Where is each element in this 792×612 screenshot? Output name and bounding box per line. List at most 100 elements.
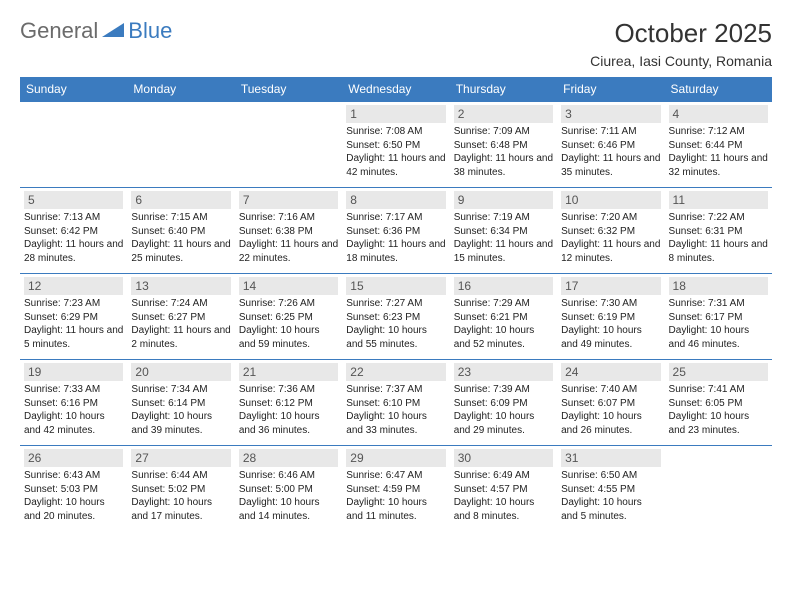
day-details: Sunrise: 7:20 AMSunset: 6:32 PMDaylight:… [561, 211, 660, 265]
day-cell: 9 Sunrise: 7:19 AMSunset: 6:34 PMDaylight… [450, 188, 557, 274]
day-cell: 23Sunrise: 7:39 AMSunset: 6:09 PMDayligh… [450, 360, 557, 446]
col-header-friday: Friday [557, 77, 664, 102]
day-cell: 8 Sunrise: 7:17 AMSunset: 6:36 PMDaylight… [342, 188, 449, 274]
day-cell: 19Sunrise: 7:33 AMSunset: 6:16 PMDayligh… [20, 360, 127, 446]
day-cell: 1 Sunrise: 7:08 AMSunset: 6:50 PMDaylight… [342, 102, 449, 188]
day-cell: 24 Sunrise: 7:40 AMSunset: 6:07 PMDayligh… [557, 360, 664, 446]
week-row: 5 Sunrise: 7:13 AMSunset: 6:42 PMDaylight… [20, 188, 772, 274]
day-details: Sunrise: 7:22 AMSunset: 6:31 PMDaylight:… [669, 211, 768, 265]
day-details: Sunrise: 6:49 AMSunset: 4:57 PMDaylight:… [454, 469, 553, 523]
day-cell: 17Sunrise: 7:30 AMSunset: 6:19 PMDayligh… [557, 274, 664, 360]
day-cell: 12Sunrise: 7:23 AMSunset: 6:29 PMDayligh… [20, 274, 127, 360]
day-number: 8 [346, 191, 445, 209]
day-cell: 30 Sunrise: 6:49 AMSunset: 4:57 PMDayligh… [450, 446, 557, 532]
day-details: Sunrise: 7:12 AMSunset: 6:44 PMDaylight:… [669, 125, 768, 179]
day-number: 26 [24, 449, 123, 467]
day-details: Sunrise: 7:27 AMSunset: 6:23 PMDaylight:… [346, 297, 445, 351]
day-cell: 5 Sunrise: 7:13 AMSunset: 6:42 PMDaylight… [20, 188, 127, 274]
day-details: Sunrise: 7:26 AMSunset: 6:25 PMDaylight:… [239, 297, 338, 351]
day-number: 28 [239, 449, 338, 467]
col-header-monday: Monday [127, 77, 234, 102]
week-row: 1 Sunrise: 7:08 AMSunset: 6:50 PMDaylight… [20, 102, 772, 188]
day-number: 24 [561, 363, 660, 381]
day-number: 27 [131, 449, 230, 467]
day-cell: 2Sunrise: 7:09 AMSunset: 6:48 PMDaylight… [450, 102, 557, 188]
day-cell: 15 Sunrise: 7:27 AMSunset: 6:23 PMDayligh… [342, 274, 449, 360]
logo-triangle-icon [102, 21, 124, 42]
calendar-body: 1 Sunrise: 7:08 AMSunset: 6:50 PMDaylight… [20, 102, 772, 532]
month-title: October 2025 [590, 18, 772, 49]
day-details: Sunrise: 7:08 AMSunset: 6:50 PMDaylight:… [346, 125, 445, 179]
location: Ciurea, Iasi County, Romania [590, 53, 772, 69]
day-cell: 13Sunrise: 7:24 AMSunset: 6:27 PMDayligh… [127, 274, 234, 360]
day-cell: 26Sunrise: 6:43 AMSunset: 5:03 PMDayligh… [20, 446, 127, 532]
week-row: 26Sunrise: 6:43 AMSunset: 5:03 PMDayligh… [20, 446, 772, 532]
day-cell [127, 102, 234, 188]
day-details: Sunrise: 7:16 AMSunset: 6:38 PMDaylight:… [239, 211, 338, 265]
day-details: Sunrise: 7:15 AMSunset: 6:40 PMDaylight:… [131, 211, 230, 265]
day-details: Sunrise: 7:09 AMSunset: 6:48 PMDaylight:… [454, 125, 553, 179]
day-number: 30 [454, 449, 553, 467]
week-row: 12Sunrise: 7:23 AMSunset: 6:29 PMDayligh… [20, 274, 772, 360]
day-details: Sunrise: 6:44 AMSunset: 5:02 PMDaylight:… [131, 469, 230, 523]
day-details: Sunrise: 7:19 AMSunset: 6:34 PMDaylight:… [454, 211, 553, 265]
day-number: 21 [239, 363, 338, 381]
day-cell [20, 102, 127, 188]
day-number: 9 [454, 191, 553, 209]
day-details: Sunrise: 7:37 AMSunset: 6:10 PMDaylight:… [346, 383, 445, 437]
day-details: Sunrise: 6:46 AMSunset: 5:00 PMDaylight:… [239, 469, 338, 523]
day-cell: 29 Sunrise: 6:47 AMSunset: 4:59 PMDayligh… [342, 446, 449, 532]
day-number: 1 [346, 105, 445, 123]
logo: General Blue [20, 18, 172, 44]
day-number: 18 [669, 277, 768, 295]
title-block: October 2025 Ciurea, Iasi County, Romani… [590, 18, 772, 69]
day-details: Sunrise: 7:41 AMSunset: 6:05 PMDaylight:… [669, 383, 768, 437]
day-number: 14 [239, 277, 338, 295]
day-cell: 14 Sunrise: 7:26 AMSunset: 6:25 PMDayligh… [235, 274, 342, 360]
calendar: SundayMondayTuesdayWednesdayThursdayFrid… [20, 77, 772, 532]
day-number: 15 [346, 277, 445, 295]
day-details: Sunrise: 6:50 AMSunset: 4:55 PMDaylight:… [561, 469, 660, 523]
week-row: 19Sunrise: 7:33 AMSunset: 6:16 PMDayligh… [20, 360, 772, 446]
col-header-wednesday: Wednesday [342, 77, 449, 102]
day-number: 7 [239, 191, 338, 209]
day-number: 23 [454, 363, 553, 381]
day-cell: 3 Sunrise: 7:11 AMSunset: 6:46 PMDaylight… [557, 102, 664, 188]
day-cell: 25 Sunrise: 7:41 AMSunset: 6:05 PMDayligh… [665, 360, 772, 446]
day-cell: 28 Sunrise: 6:46 AMSunset: 5:00 PMDayligh… [235, 446, 342, 532]
day-number: 10 [561, 191, 660, 209]
day-details: Sunrise: 6:47 AMSunset: 4:59 PMDaylight:… [346, 469, 445, 523]
col-header-saturday: Saturday [665, 77, 772, 102]
day-cell: 20Sunrise: 7:34 AMSunset: 6:14 PMDayligh… [127, 360, 234, 446]
day-cell [235, 102, 342, 188]
day-cell: 10 Sunrise: 7:20 AMSunset: 6:32 PMDayligh… [557, 188, 664, 274]
day-cell: 27 Sunrise: 6:44 AMSunset: 5:02 PMDayligh… [127, 446, 234, 532]
day-number: 6 [131, 191, 230, 209]
day-details: Sunrise: 7:11 AMSunset: 6:46 PMDaylight:… [561, 125, 660, 179]
col-header-thursday: Thursday [450, 77, 557, 102]
day-number: 25 [669, 363, 768, 381]
calendar-header: SundayMondayTuesdayWednesdayThursdayFrid… [20, 77, 772, 102]
day-number: 22 [346, 363, 445, 381]
day-number: 3 [561, 105, 660, 123]
day-cell: 6 Sunrise: 7:15 AMSunset: 6:40 PMDaylight… [127, 188, 234, 274]
logo-text-blue: Blue [128, 18, 172, 44]
day-number: 17 [561, 277, 660, 295]
day-details: Sunrise: 7:29 AMSunset: 6:21 PMDaylight:… [454, 297, 553, 351]
day-number: 16 [454, 277, 553, 295]
day-number: 31 [561, 449, 660, 467]
day-number: 4 [669, 105, 768, 123]
day-details: Sunrise: 7:34 AMSunset: 6:14 PMDaylight:… [131, 383, 230, 437]
day-cell: 7 Sunrise: 7:16 AMSunset: 6:38 PMDaylight… [235, 188, 342, 274]
day-details: Sunrise: 7:33 AMSunset: 6:16 PMDaylight:… [24, 383, 123, 437]
day-number: 29 [346, 449, 445, 467]
logo-text-general: General [20, 18, 98, 44]
day-cell: 31 Sunrise: 6:50 AMSunset: 4:55 PMDayligh… [557, 446, 664, 532]
day-cell: 21Sunrise: 7:36 AMSunset: 6:12 PMDayligh… [235, 360, 342, 446]
day-cell: 11Sunrise: 7:22 AMSunset: 6:31 PMDayligh… [665, 188, 772, 274]
day-details: Sunrise: 7:24 AMSunset: 6:27 PMDaylight:… [131, 297, 230, 351]
day-details: Sunrise: 7:40 AMSunset: 6:07 PMDaylight:… [561, 383, 660, 437]
day-number: 5 [24, 191, 123, 209]
day-details: Sunrise: 7:17 AMSunset: 6:36 PMDaylight:… [346, 211, 445, 265]
day-details: Sunrise: 7:13 AMSunset: 6:42 PMDaylight:… [24, 211, 123, 265]
